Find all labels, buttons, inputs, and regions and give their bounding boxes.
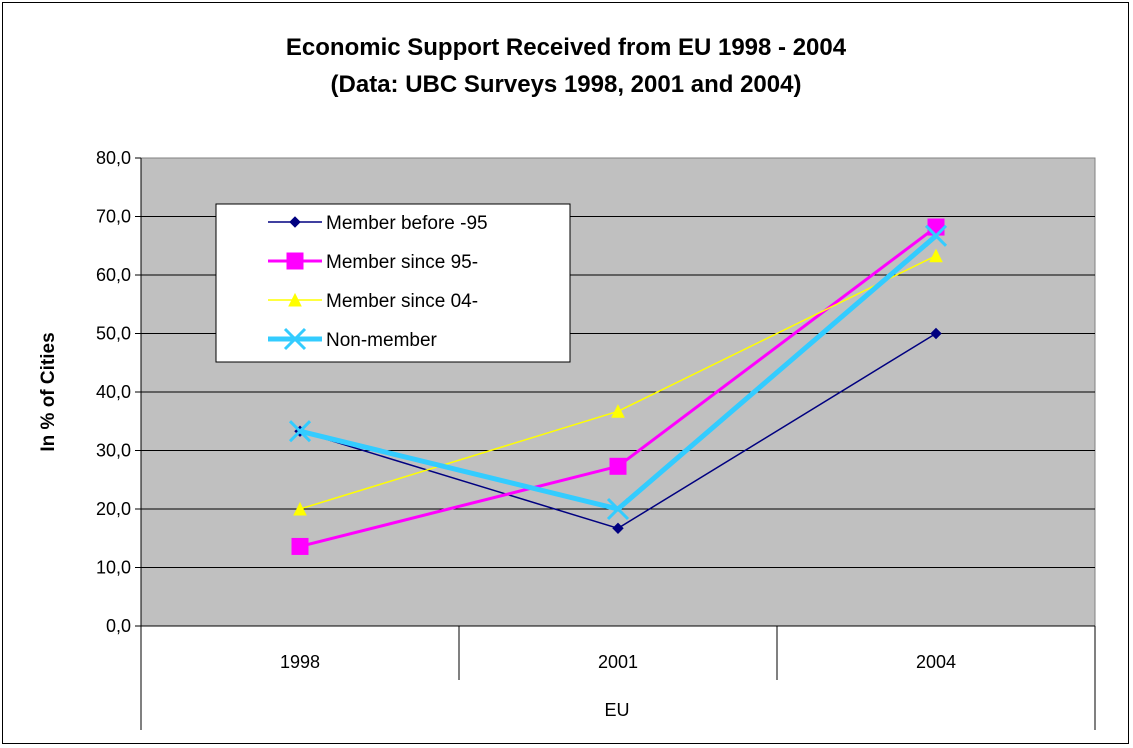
- data-point-square: [927, 218, 945, 236]
- data-point-square: [291, 537, 309, 555]
- data-point-diamond: [930, 327, 942, 340]
- y-tick-label: 20,0: [96, 499, 131, 519]
- y-tick-label: 40,0: [96, 382, 131, 402]
- data-point-x: [288, 420, 312, 443]
- data-point-square: [609, 457, 627, 475]
- series-4: [288, 224, 948, 521]
- x-axis: 1998 2001 2004: [140, 625, 1096, 730]
- y-tick-label: 80,0: [96, 148, 131, 168]
- y-axis-ticks: 0,0 10,0 20,0 30,0 40,0 50,0 60,0 70,0 80,0: [96, 148, 142, 636]
- y-tick-label: 70,0: [96, 207, 131, 227]
- y-tick-label: 10,0: [96, 558, 131, 578]
- x-axis-title: EU: [604, 700, 629, 720]
- y-tick-label: 50,0: [96, 324, 131, 344]
- data-point-triangle: [611, 404, 625, 418]
- legend-box: [215, 203, 571, 363]
- series-lines: [288, 218, 948, 555]
- legend-marker: [289, 216, 301, 228]
- data-point-x: [606, 497, 630, 521]
- chart-title: Economic Support Received from EU 1998 -…: [286, 34, 847, 61]
- y-axis-title: In % of Cities: [38, 332, 59, 451]
- data-point-triangle: [293, 501, 307, 516]
- x-tick-label: 1998: [280, 652, 320, 672]
- series-3: [293, 248, 943, 516]
- y-tick-label: 30,0: [96, 441, 131, 461]
- x-tick-label: 2004: [916, 652, 956, 672]
- legend-label: Member since 95-: [326, 252, 478, 273]
- legend-label: Member since 04-: [326, 291, 478, 312]
- y-tick-label: 0,0: [106, 616, 131, 636]
- data-point-diamond: [612, 522, 624, 535]
- legend-marker: [286, 252, 304, 270]
- legend-label: Non-member: [326, 330, 438, 351]
- legend: Member before -95 Member since 95- Member …: [215, 203, 571, 363]
- legend-marker: [283, 327, 307, 351]
- x-tick-label: 2001: [598, 652, 638, 672]
- chart-subtitle: (Data: UBC Surveys 1998, 2001 and 2004): [331, 71, 802, 98]
- data-point-triangle: [929, 248, 943, 263]
- data-point-x: [924, 224, 948, 247]
- legend-marker: [288, 292, 302, 307]
- legend-label: Member before -95: [326, 213, 488, 234]
- y-tick-label: 60,0: [96, 265, 131, 285]
